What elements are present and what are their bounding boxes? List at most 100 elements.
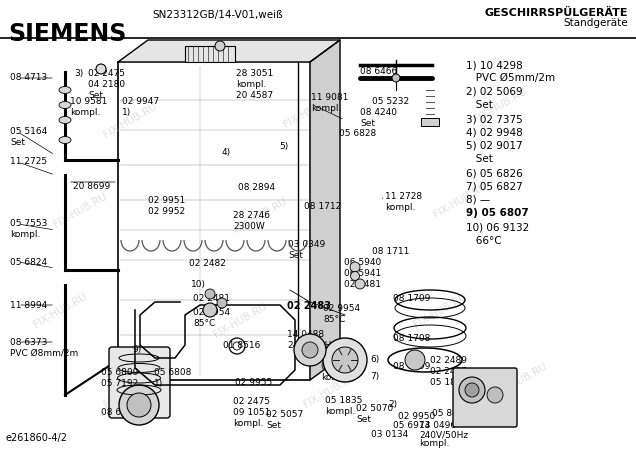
Text: 02 2483: 02 2483	[287, 301, 331, 311]
Text: 02 2489: 02 2489	[430, 356, 467, 365]
Text: 02 9954: 02 9954	[323, 304, 360, 313]
Text: 05 6824: 05 6824	[10, 258, 47, 267]
Text: PVC Ø8mm/2m: PVC Ø8mm/2m	[10, 349, 78, 358]
Text: Set: Set	[10, 138, 25, 147]
Circle shape	[205, 289, 215, 299]
Circle shape	[392, 74, 400, 82]
Text: 02 2487: 02 2487	[430, 367, 467, 376]
Text: 05 5164: 05 5164	[10, 127, 47, 136]
Text: 1) 10 4298: 1) 10 4298	[466, 60, 523, 70]
Text: FIX-HUB.RU: FIX-HUB.RU	[301, 371, 358, 409]
Text: 10): 10)	[191, 280, 206, 289]
Text: 20 8699: 20 8699	[73, 182, 110, 191]
Circle shape	[487, 387, 503, 403]
Ellipse shape	[59, 86, 71, 94]
Circle shape	[459, 377, 485, 403]
FancyBboxPatch shape	[453, 368, 517, 427]
Text: SN23312GB/14-V01,weiß: SN23312GB/14-V01,weiß	[152, 10, 283, 20]
Bar	[421, 118, 439, 126]
Text: 240V/50Hz: 240V/50Hz	[287, 341, 336, 350]
Text: 02 9954: 02 9954	[193, 308, 230, 317]
Text: 09 1051: 09 1051	[233, 408, 270, 417]
Text: 14 0496: 14 0496	[419, 421, 456, 430]
Circle shape	[294, 334, 326, 366]
Text: 14 0488: 14 0488	[287, 330, 324, 339]
Text: FIX-HUB.RU: FIX-HUB.RU	[212, 301, 268, 339]
Text: 08 1711: 08 1711	[372, 247, 410, 256]
Text: 08 1709: 08 1709	[393, 294, 431, 303]
Text: 85°C: 85°C	[323, 315, 345, 324]
Polygon shape	[118, 40, 340, 62]
Ellipse shape	[59, 117, 71, 123]
Text: 06 5941: 06 5941	[344, 269, 381, 278]
Text: 02 9950: 02 9950	[398, 412, 435, 421]
Circle shape	[350, 262, 360, 272]
Text: GESCHIRRSPÜLGERÄTE: GESCHIRRSPÜLGERÄTE	[485, 8, 628, 18]
Text: 2): 2)	[388, 400, 397, 409]
Text: 11 2728: 11 2728	[385, 192, 422, 201]
Text: 05 5232: 05 5232	[372, 97, 409, 106]
Circle shape	[203, 303, 217, 317]
Text: 6) 05 6826: 6) 05 6826	[466, 168, 523, 178]
Text: 02 9952: 02 9952	[148, 207, 185, 216]
Text: 66°C: 66°C	[466, 235, 502, 246]
Text: 28 2746: 28 2746	[233, 211, 270, 220]
Circle shape	[350, 271, 359, 280]
Text: 4): 4)	[222, 148, 231, 157]
Text: kompl.: kompl.	[385, 203, 415, 212]
Text: 11 8994: 11 8994	[10, 301, 47, 310]
Text: 08 6805: 08 6805	[101, 408, 139, 417]
Polygon shape	[310, 40, 340, 380]
Text: 05 7553: 05 7553	[10, 219, 47, 228]
Text: Set: Set	[266, 421, 281, 430]
Text: 08 1712: 08 1712	[304, 202, 342, 211]
Text: e261860-4/2: e261860-4/2	[6, 433, 68, 443]
Text: 01 8516: 01 8516	[223, 341, 260, 350]
Text: FIX-HUB.RU: FIX-HUB.RU	[102, 371, 158, 409]
Text: kompl.: kompl.	[321, 373, 351, 382]
Text: 02 9951: 02 9951	[148, 196, 185, 205]
Text: kompl.: kompl.	[325, 407, 356, 416]
Text: 240V/50Hz: 240V/50Hz	[419, 430, 468, 439]
Text: kompl.: kompl.	[70, 108, 100, 117]
Text: 08 6466: 08 6466	[360, 67, 398, 76]
Text: 05 6828: 05 6828	[339, 129, 377, 138]
Circle shape	[119, 385, 159, 425]
Text: kompl.: kompl.	[419, 439, 450, 448]
Text: 5) 02 9017: 5) 02 9017	[466, 141, 523, 151]
Circle shape	[127, 393, 151, 417]
Text: Set: Set	[288, 251, 303, 260]
Text: kompl.: kompl.	[236, 80, 266, 89]
Text: Set: Set	[466, 154, 493, 165]
Text: FIX-HUB.RU: FIX-HUB.RU	[472, 86, 529, 124]
Text: FIX-HUB.RU: FIX-HUB.RU	[432, 181, 488, 219]
Circle shape	[405, 350, 425, 370]
Text: Set: Set	[88, 91, 103, 100]
Text: 3) 02 7375: 3) 02 7375	[466, 114, 523, 124]
Text: 7): 7)	[370, 372, 379, 381]
Circle shape	[332, 347, 358, 373]
Text: 03 0349: 03 0349	[288, 240, 325, 249]
Text: 02 5057: 02 5057	[266, 410, 303, 419]
Text: 7) 05 6827: 7) 05 6827	[466, 181, 523, 192]
Text: 11 9081: 11 9081	[311, 93, 349, 102]
Text: 02 2481: 02 2481	[193, 294, 230, 303]
Text: 02 9947: 02 9947	[122, 97, 159, 106]
Text: FIX-HUB.RU: FIX-HUB.RU	[52, 191, 108, 229]
Text: 28 3051: 28 3051	[236, 69, 273, 78]
Text: 05 6973: 05 6973	[393, 421, 431, 430]
Circle shape	[96, 64, 106, 74]
Text: 5): 5)	[279, 142, 288, 151]
Text: 1): 1)	[122, 108, 131, 117]
Text: 08 4713: 08 4713	[10, 73, 47, 82]
Text: 10) 06 9132: 10) 06 9132	[466, 222, 529, 232]
Text: 08 6399: 08 6399	[393, 362, 431, 371]
Text: FIX-HUB.RU: FIX-HUB.RU	[232, 196, 288, 234]
Text: FIX-HUB.RU: FIX-HUB.RU	[32, 291, 88, 329]
Text: 3): 3)	[74, 69, 83, 78]
Text: kompl.: kompl.	[233, 419, 263, 428]
Text: SIEMENS: SIEMENS	[8, 22, 127, 46]
Bar	[118, 62, 310, 380]
Circle shape	[355, 279, 365, 289]
Text: 05 1840: 05 1840	[430, 378, 467, 387]
